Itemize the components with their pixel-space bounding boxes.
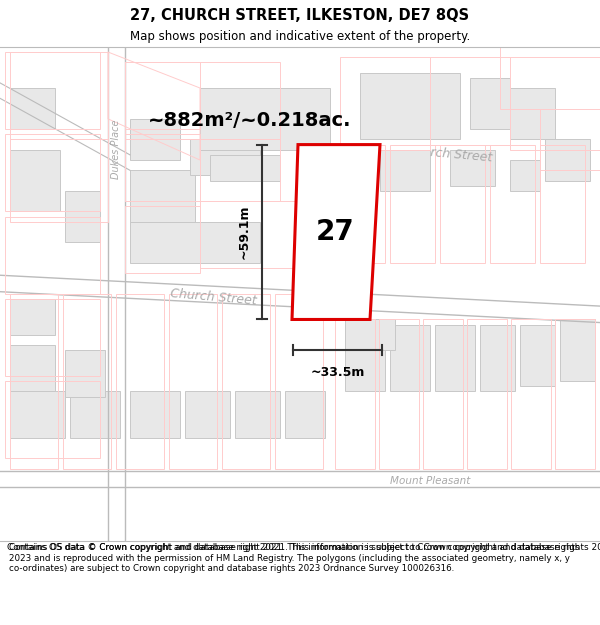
Text: ~59.1m: ~59.1m <box>238 205 251 259</box>
Polygon shape <box>10 299 55 335</box>
Polygon shape <box>65 191 100 242</box>
Polygon shape <box>10 88 55 129</box>
Polygon shape <box>185 391 230 438</box>
Polygon shape <box>545 139 590 181</box>
Text: Church Street: Church Street <box>170 287 257 307</box>
Polygon shape <box>65 351 105 397</box>
Polygon shape <box>210 155 280 181</box>
Polygon shape <box>292 144 380 319</box>
Polygon shape <box>130 119 180 160</box>
Polygon shape <box>560 319 595 381</box>
Polygon shape <box>345 319 395 351</box>
Text: 27, CHURCH STREET, ILKESTON, DE7 8QS: 27, CHURCH STREET, ILKESTON, DE7 8QS <box>130 8 470 22</box>
Text: Map shows position and indicative extent of the property.: Map shows position and indicative extent… <box>130 30 470 43</box>
Polygon shape <box>70 391 120 438</box>
Polygon shape <box>380 150 430 191</box>
Text: 27: 27 <box>316 218 355 246</box>
Polygon shape <box>10 150 60 211</box>
Polygon shape <box>520 324 555 386</box>
Text: rch Street: rch Street <box>430 146 493 164</box>
Polygon shape <box>200 88 330 150</box>
Polygon shape <box>130 222 260 263</box>
Polygon shape <box>510 88 555 139</box>
Text: Contains OS data © Crown copyright and database right 2021. This information is : Contains OS data © Crown copyright and d… <box>9 543 580 573</box>
Polygon shape <box>130 391 180 438</box>
Polygon shape <box>480 324 515 391</box>
Polygon shape <box>130 170 195 222</box>
Polygon shape <box>360 72 460 139</box>
Polygon shape <box>235 391 280 438</box>
Polygon shape <box>435 324 475 391</box>
Polygon shape <box>450 150 495 186</box>
Polygon shape <box>470 78 510 129</box>
Text: Mount Pleasant: Mount Pleasant <box>390 476 470 486</box>
Polygon shape <box>285 391 325 438</box>
Text: Dukes Place: Dukes Place <box>111 120 121 179</box>
Polygon shape <box>10 391 65 438</box>
Polygon shape <box>390 324 430 391</box>
Polygon shape <box>10 345 55 391</box>
Text: Contains OS data © Crown copyright and database right 2021. This information is : Contains OS data © Crown copyright and d… <box>7 543 600 552</box>
Polygon shape <box>190 139 260 176</box>
Text: ~882m²/~0.218ac.: ~882m²/~0.218ac. <box>148 111 352 131</box>
Polygon shape <box>345 324 385 391</box>
Polygon shape <box>510 160 540 191</box>
Text: ~33.5m: ~33.5m <box>310 366 365 379</box>
